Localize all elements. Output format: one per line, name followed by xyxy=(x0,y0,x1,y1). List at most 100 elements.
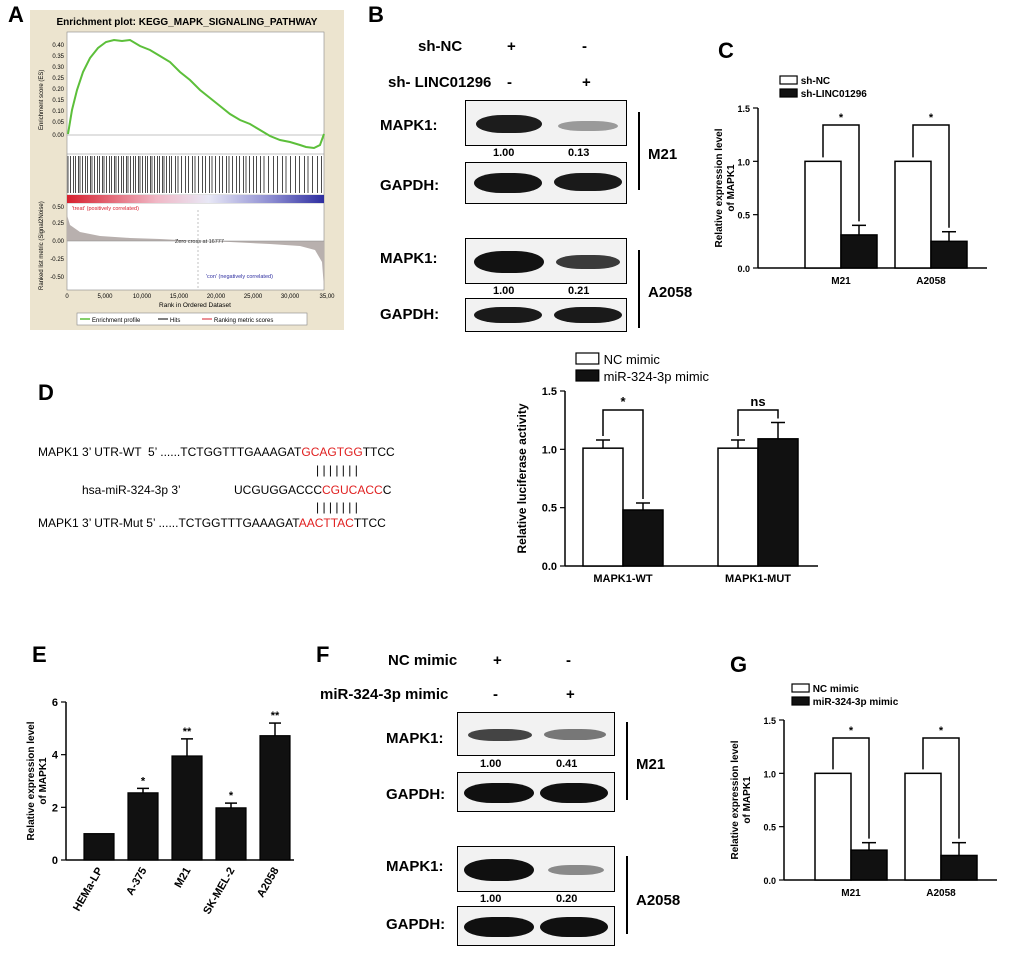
blotb-m21-mapk1-label: MAPK1: xyxy=(380,117,438,134)
x-category-label: M21 xyxy=(831,276,851,287)
y-tick-label: 0.0 xyxy=(737,264,750,274)
blotf-row1-sign-1: + xyxy=(493,652,502,669)
legend-label: miR-324-3p mimic xyxy=(604,369,710,384)
x-category-label: M21 xyxy=(841,888,861,899)
blotf-a2058-mapk1-label: MAPK1: xyxy=(386,858,444,875)
gsea-rank-colorbar xyxy=(67,195,324,203)
band xyxy=(476,115,542,133)
rank-tick: 0.25 xyxy=(52,221,64,227)
y-tick-label: 0 xyxy=(52,855,58,867)
panel-letter-b: B xyxy=(368,2,384,27)
y-tick-label: 4 xyxy=(52,750,59,762)
chart-c: 0.0 0.5 1.0 1.5 Relative expression levelof … xyxy=(714,75,987,287)
y-tick-label: 1.5 xyxy=(542,386,557,398)
seq-wt: MAPK1 3’ UTR-WT 5’ ......TCTGGTTTGAAAGAT… xyxy=(38,445,395,459)
y-axis-label-line: of MAPK1 xyxy=(38,757,49,805)
blotb-a2058-bracket xyxy=(638,250,640,328)
blotb-m21-gapdh-blot xyxy=(465,162,627,204)
significance-label: * xyxy=(839,112,844,124)
es-tick: 0.05 xyxy=(52,120,64,126)
x-tick: 15,000 xyxy=(170,294,189,300)
y-axis-label-line: of MAPK1 xyxy=(726,164,737,212)
legend-swatch xyxy=(779,88,798,98)
gsea-con-label: 'con' (negatively correlated) xyxy=(206,274,273,280)
x-category-label: A2058 xyxy=(916,276,946,287)
blotb-m21-bracket xyxy=(638,112,640,190)
blotf-row2-sign-1: - xyxy=(493,686,498,703)
significance-label: * xyxy=(620,394,626,409)
seq-wt-end: TTCC xyxy=(362,445,395,459)
rank-tick: 0.50 xyxy=(52,205,64,211)
significance-label: * xyxy=(939,725,944,737)
band xyxy=(540,917,608,937)
y-axis-label-line: Relative expression level xyxy=(730,740,741,859)
blotf-a2058-label: A2058 xyxy=(636,892,681,909)
seq-bars-bottom: | | | | | | | xyxy=(316,500,358,514)
seq-mir-site: CGUCACC xyxy=(322,483,383,497)
y-tick-label: 0.5 xyxy=(542,503,557,515)
y-tick-label: 6 xyxy=(52,697,58,709)
y-axis-label-line: Relative expression level xyxy=(26,721,37,840)
blotb-m21-gapdh-label: GAPDH: xyxy=(380,177,440,194)
blotb-row1-sign-2: - xyxy=(582,38,587,55)
blotb-row1-sign-1: + xyxy=(507,38,516,55)
band xyxy=(474,251,544,273)
blotf-a2058-bracket xyxy=(626,856,628,934)
es-tick: 0.10 xyxy=(52,109,64,115)
gsea-es-ticks: 0.40 0.35 0.30 0.25 0.20 0.15 0.10 0.05 … xyxy=(52,43,64,139)
blotb-a2058-quant-2: 0.21 xyxy=(568,285,590,297)
blotb-row2-sign-2: + xyxy=(582,74,591,91)
y-axis-label-line: of MAPK1 xyxy=(742,776,753,824)
es-tick: 0.15 xyxy=(52,98,64,104)
band xyxy=(554,307,622,323)
band xyxy=(544,729,606,740)
significance-bracket xyxy=(602,409,644,499)
legend-swatch xyxy=(791,683,810,693)
gsea-treat-label: 'treat' (positively correlated) xyxy=(72,206,139,212)
significance-label: ** xyxy=(271,710,280,722)
band xyxy=(464,783,534,803)
seq-wt-site: GCAGTGG xyxy=(301,445,363,459)
es-tick: 0.20 xyxy=(52,87,64,93)
y-tick-label: 0.5 xyxy=(737,211,750,221)
x-category-label: MAPK1-WT xyxy=(593,573,653,585)
blotf-m21-gapdh-label: GAPDH: xyxy=(386,786,446,803)
bar xyxy=(127,792,159,861)
bar-sh-nc xyxy=(894,160,932,269)
band xyxy=(464,859,534,881)
x-tick: 20,000 xyxy=(207,294,226,300)
legend-hits-label: Hits xyxy=(170,318,180,324)
significance-bracket xyxy=(832,737,870,839)
rank-tick: 0.00 xyxy=(52,239,64,245)
significance-label: ns xyxy=(750,394,765,409)
y-tick-label: 0.0 xyxy=(763,876,776,886)
bar-mir-324-3p-mimic xyxy=(850,849,888,881)
x-tick: 5,000 xyxy=(97,294,113,300)
significance-label: * xyxy=(849,725,854,737)
es-tick: 0.25 xyxy=(52,76,64,82)
rank-tick: -0.50 xyxy=(50,275,64,281)
blotb-row1-label: sh-NC xyxy=(418,38,463,55)
blotf-m21-gapdh-blot xyxy=(457,772,615,812)
bar-mir-324-3p-mimic xyxy=(757,438,799,567)
seq-wt-label: MAPK1 3’ UTR-WT 5’ ......TCTGGTTTGAAAGAT xyxy=(38,445,302,459)
bar-nc-mimic xyxy=(582,447,624,567)
legend-ranking-label: Ranking metric scores xyxy=(214,318,273,324)
blotf-a2058-quant-2: 0.20 xyxy=(556,893,578,905)
legend-profile-label: Enrichment profile xyxy=(92,318,141,324)
seq-mir-start: UCGUGGACCC xyxy=(234,483,323,497)
legend-label: miR-324-3p mimic xyxy=(813,697,899,708)
gsea-legend xyxy=(76,312,308,326)
seq-mir-end: C xyxy=(382,483,392,497)
band xyxy=(556,255,620,269)
panel-letter-c: C xyxy=(718,38,734,63)
y-axis-label: Relative expression levelof MAPK1 xyxy=(714,128,737,247)
blotf-row1-label: NC mimic xyxy=(388,652,458,669)
blotb-row2-sign-1: - xyxy=(507,74,512,91)
x-category-label: A-375 xyxy=(124,866,149,898)
panel-letter-g: G xyxy=(730,652,748,677)
blotb-a2058-gapdh-blot xyxy=(465,298,627,332)
blotf-m21-label: M21 xyxy=(636,756,666,773)
